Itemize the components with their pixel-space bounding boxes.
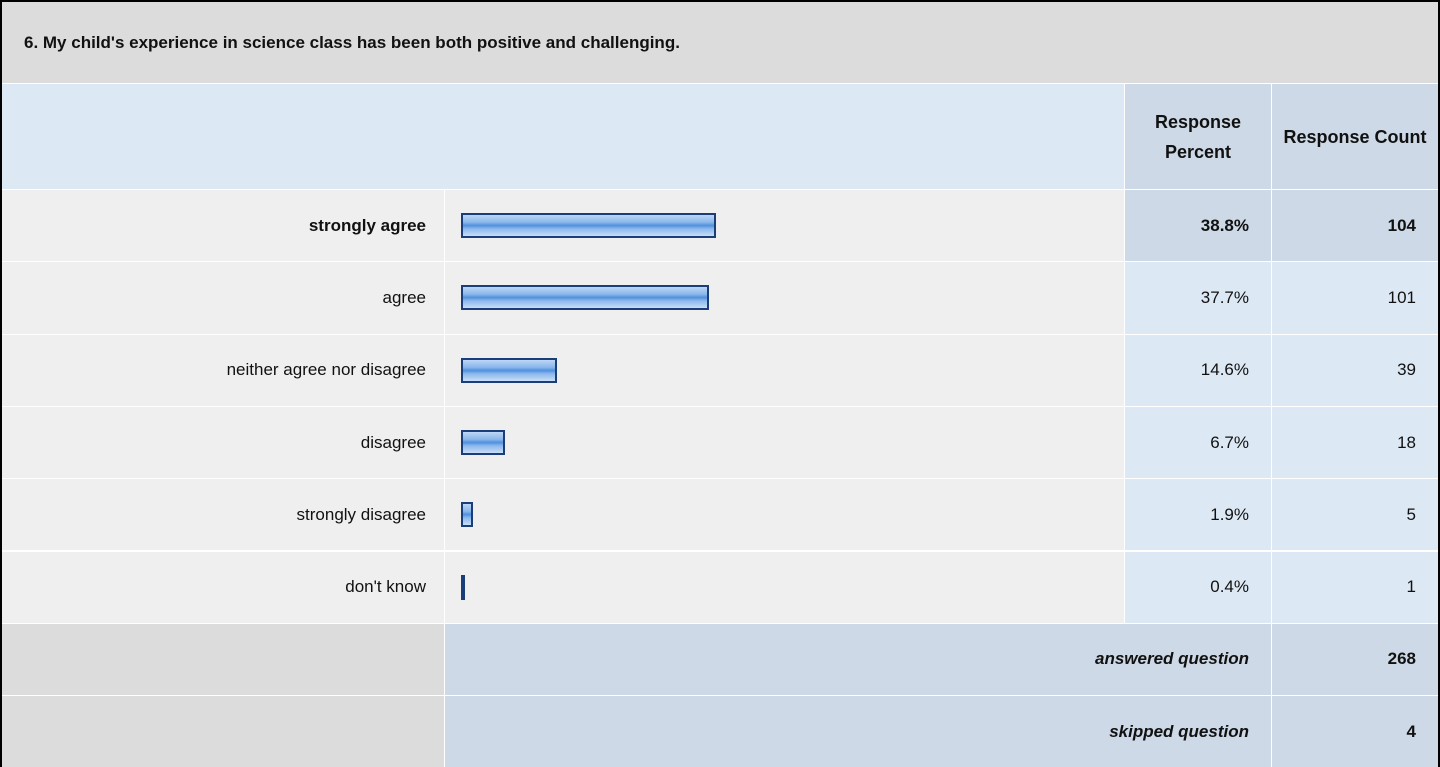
response-percent: 1.9% xyxy=(1125,479,1271,551)
column-header: Response Percent xyxy=(1125,84,1271,189)
question-title: 6. My child's experience in science clas… xyxy=(2,2,1438,83)
summary-count: 268 xyxy=(1272,623,1438,696)
answer-label: strongly disagree xyxy=(2,479,444,551)
summary-blank xyxy=(2,696,444,767)
answer-label: agree xyxy=(2,262,444,334)
response-count: 104 xyxy=(1272,190,1438,262)
response-percent: 37.7% xyxy=(1125,262,1271,334)
response-percent: 14.6% xyxy=(1125,334,1271,406)
bar-cell xyxy=(445,551,1124,623)
column-header: Response Count xyxy=(1272,84,1438,189)
bar-cell xyxy=(445,334,1124,406)
answer-label: don't know xyxy=(2,551,444,623)
bar-cell xyxy=(445,406,1124,479)
response-count: 39 xyxy=(1272,334,1438,406)
bar xyxy=(461,574,465,600)
summary-blank xyxy=(2,623,444,696)
answer-label: disagree xyxy=(2,406,444,479)
summary-label: skipped question xyxy=(445,696,1271,767)
response-count: 18 xyxy=(1272,406,1438,479)
response-count: 1 xyxy=(1272,551,1438,623)
bar xyxy=(461,502,474,528)
response-percent: 6.7% xyxy=(1125,406,1271,479)
bar-cell xyxy=(445,262,1124,334)
bar-cell xyxy=(445,190,1124,262)
response-percent: 38.8% xyxy=(1125,190,1271,262)
response-count: 5 xyxy=(1272,479,1438,551)
header-blank xyxy=(2,84,1124,189)
summary-count: 4 xyxy=(1272,696,1438,767)
bar xyxy=(461,430,506,456)
response-count: 101 xyxy=(1272,262,1438,334)
summary-label: answered question xyxy=(445,623,1271,696)
response-percent: 0.4% xyxy=(1125,551,1271,623)
column-header-text: Response Count xyxy=(1283,126,1427,147)
answer-label: strongly agree xyxy=(2,190,444,262)
answer-label: neither agree nor disagree xyxy=(2,334,444,406)
bar xyxy=(461,285,709,311)
column-header-text: Response Percent xyxy=(1154,111,1242,162)
bar xyxy=(461,357,557,383)
bar-cell xyxy=(445,479,1124,551)
bar xyxy=(461,213,716,239)
